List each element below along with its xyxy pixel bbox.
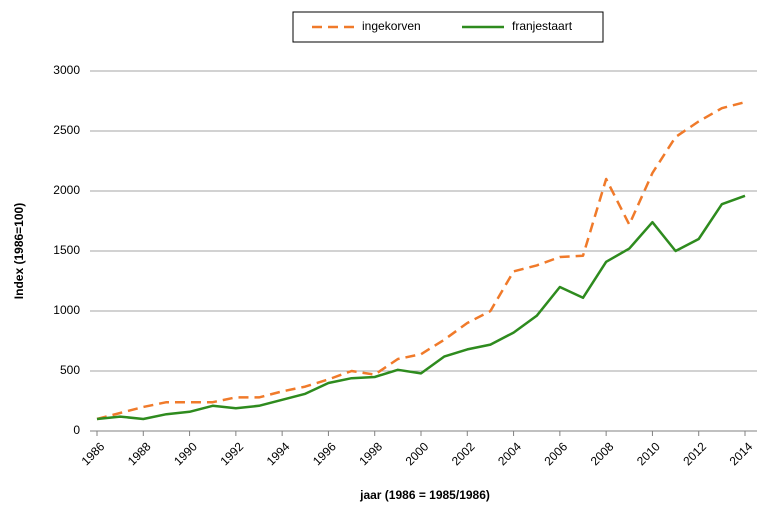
x-tick-label: 2014 [727, 439, 756, 468]
x-tick-label: 1990 [171, 439, 200, 468]
series-line [96, 194, 746, 421]
y-tick-label: 1500 [53, 243, 80, 257]
x-tick-label: 1998 [356, 439, 385, 468]
y-tick-label: 1000 [53, 303, 80, 317]
y-tick-label: 0 [73, 423, 80, 437]
y-tick-label: 500 [60, 363, 80, 377]
x-tick-label: 2000 [403, 439, 432, 468]
x-tick-label: 1994 [264, 439, 293, 468]
legend-label: ingekorven [362, 19, 421, 33]
x-tick-label: 2010 [634, 439, 663, 468]
y-tick-label: 2000 [53, 183, 80, 197]
x-tick-label: 1992 [217, 439, 246, 468]
x-axis-label: jaar (1986 = 1985/1986) [359, 488, 490, 502]
x-tick-label: 2006 [541, 439, 570, 468]
x-tick-label: 2004 [495, 439, 524, 468]
x-tick-label: 1986 [79, 439, 108, 468]
x-tick-label: 1996 [310, 439, 339, 468]
x-tick-label: 2008 [588, 439, 617, 468]
y-tick-label: 2500 [53, 123, 80, 137]
x-tick-label: 2012 [680, 439, 709, 468]
y-tick-label: 3000 [53, 63, 80, 77]
legend-label: franjestaart [512, 19, 573, 33]
x-tick-label: 1988 [125, 439, 154, 468]
y-axis-label: Index (1986=100) [12, 203, 26, 299]
x-tick-label: 2002 [449, 439, 478, 468]
